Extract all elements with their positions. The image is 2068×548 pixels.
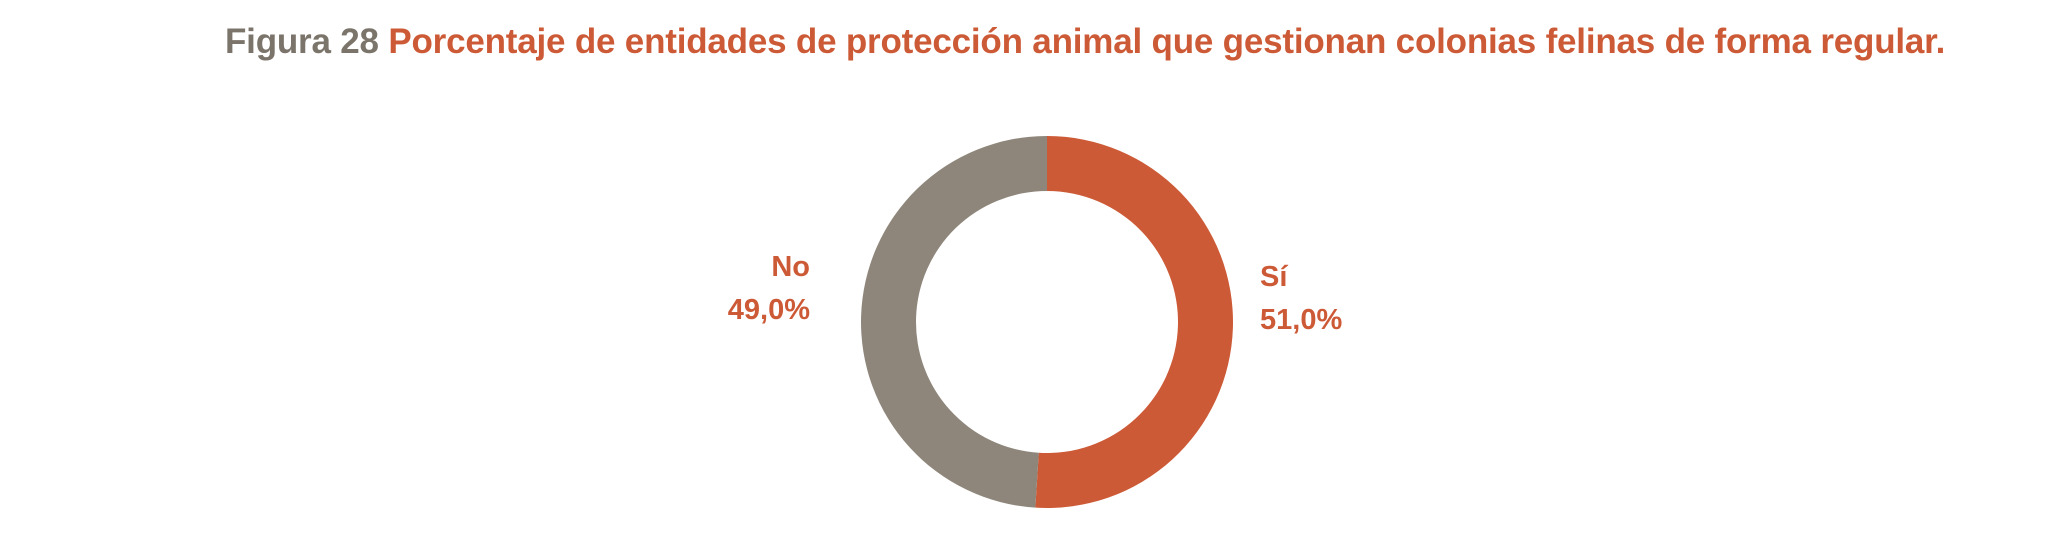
donut-slice-no <box>861 136 1047 508</box>
slice-value-si: 51,0% <box>1260 304 1342 336</box>
slice-value-no: 49,0% <box>728 294 810 326</box>
figure-title: Figura 28 Porcentaje de entidades de pro… <box>225 22 1945 62</box>
donut-slices <box>861 136 1234 509</box>
slice-label-no: No <box>771 251 810 283</box>
figure-caption: Porcentaje de entidades de protección an… <box>388 22 1946 61</box>
donut-slice-si <box>1035 136 1234 509</box>
donut-labels: Sí 51,0% No 49,0% <box>728 251 1343 336</box>
figure-number: Figura 28 <box>225 22 379 61</box>
slice-label-si: Sí <box>1260 261 1288 293</box>
